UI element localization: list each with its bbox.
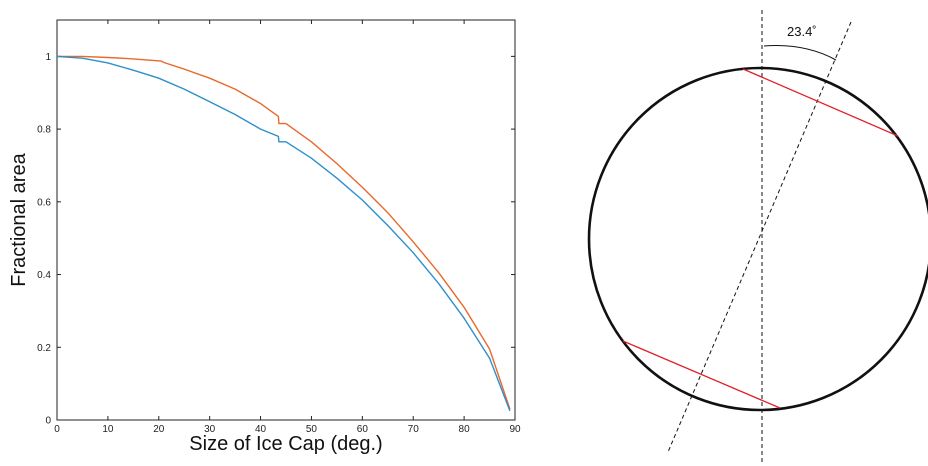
- y-tick-label: 0.2: [37, 343, 51, 354]
- lower-ice-cap-chord: [622, 340, 781, 409]
- y-tick-label: 0.8: [37, 125, 51, 136]
- y-tick-label: 0.6: [37, 197, 51, 208]
- tilted-axis: [667, 21, 852, 453]
- tilt-angle-arc: [763, 45, 837, 61]
- y-tick-label: 0: [45, 416, 51, 427]
- x-tick-label: 10: [102, 424, 114, 435]
- x-tick-label: 70: [408, 424, 420, 435]
- y-axis-title: Fractional area: [8, 152, 30, 286]
- x-tick-label: 40: [255, 424, 267, 435]
- y-tick-label: 1: [45, 52, 51, 63]
- x-tick-label: 30: [204, 424, 216, 435]
- x-tick-label: 20: [153, 424, 165, 435]
- fractional-area-chart: 0 10 20 30 40 50 60 70 80 90 0 0.2 0.4 0.6 0.8 1 Size …: [8, 19, 521, 455]
- x-tick-label: 0: [54, 424, 60, 435]
- upper-ice-cap-chord: [742, 68, 899, 137]
- series-line-2: [56, 55, 511, 412]
- x-tick-label: 50: [306, 424, 318, 435]
- x-tick-label: 90: [509, 424, 521, 435]
- plot-frame: [56, 19, 516, 421]
- x-tick-label: 60: [357, 424, 369, 435]
- series-line-1: [57, 55, 511, 410]
- x-axis-title: Size of Ice Cap (deg.): [189, 433, 382, 455]
- y-axis-ticks: 0 0.2 0.4 0.6 0.8 1: [37, 52, 515, 427]
- x-axis-ticks: 0 10 20 30 40 50 60 70 80 90: [54, 20, 521, 435]
- tilt-angle-label: 23.4˚: [787, 24, 817, 39]
- series-layer: [56, 55, 511, 412]
- y-tick-label: 0.4: [37, 270, 51, 281]
- axial-tilt-diagram: 23.4˚: [587, 10, 928, 462]
- x-tick-label: 80: [459, 424, 471, 435]
- planet-outline: [587, 66, 928, 412]
